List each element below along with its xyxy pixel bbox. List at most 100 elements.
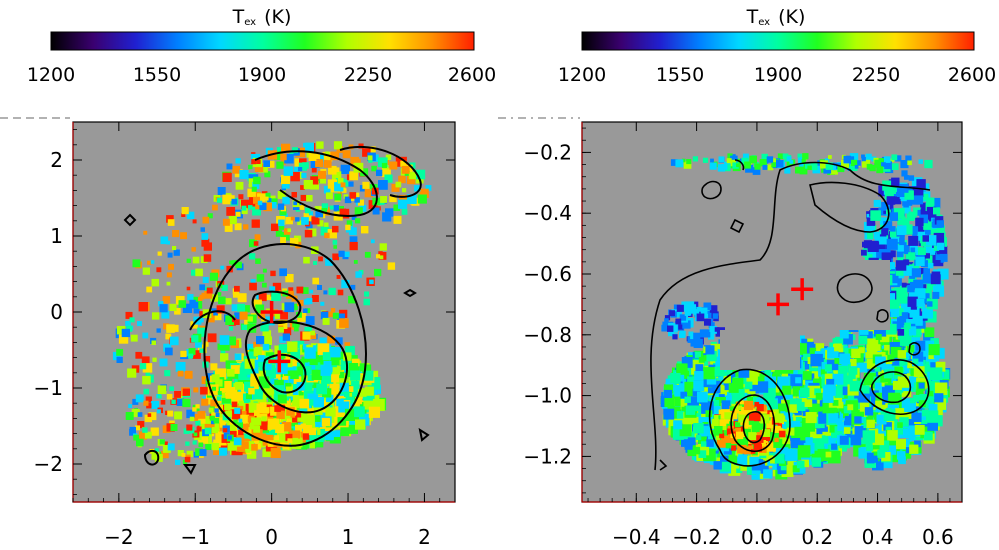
heatmap-cell: [249, 282, 257, 291]
heatmap-cell: [669, 310, 675, 317]
heatmap-cell: [764, 369, 772, 377]
heatmap-cell: [359, 204, 367, 212]
heatmap-cell: [721, 400, 731, 410]
heatmap-cell: [883, 409, 896, 421]
heatmap-cell: [756, 404, 764, 412]
heatmap-cell: [763, 392, 775, 404]
heatmap-cell: [664, 315, 671, 321]
heatmap-cell: [879, 373, 892, 385]
heatmap-cell: [151, 401, 159, 409]
heatmap-cell: [274, 405, 281, 412]
heatmap-cell: [274, 435, 280, 441]
heatmap-cell: [920, 202, 927, 210]
heatmap-cell: [348, 363, 359, 373]
heatmap-cell: [327, 335, 335, 344]
heatmap-cell: [936, 225, 945, 234]
heatmap-cell: [800, 167, 807, 174]
heatmap-cell: [253, 425, 261, 433]
heatmap-cell: [315, 419, 323, 428]
heatmap-cell: [679, 424, 692, 437]
plot-right-ticks: −0.4 −0.2 0.0 0.2 0.4 0.6−0.2−0.4−0.6−0.8−1.0…: [523, 122, 963, 549]
heatmap-cell: [801, 459, 809, 468]
colorbar-left-tick: 2600: [448, 64, 496, 86]
heatmap-cell: [726, 158, 732, 164]
heatmap-cell: [211, 427, 218, 434]
heatmap-cell: [814, 388, 822, 396]
heatmap-cell: [728, 382, 739, 393]
heatmap-cell: [824, 364, 833, 372]
heatmap-cell: [329, 205, 334, 210]
heatmap-cell: [770, 432, 780, 442]
heatmap-cell: [212, 204, 218, 211]
heatmap-cell: [875, 334, 882, 340]
contour-line: [203, 243, 367, 447]
heatmap-cell: [749, 456, 759, 467]
contour-line: [143, 449, 160, 466]
x-tick-label: −0.4: [612, 525, 661, 549]
heatmap-cell: [180, 350, 187, 358]
heatmap-cell: [295, 424, 303, 432]
heatmap-cell: [364, 188, 374, 198]
y-tick-label: −0.4: [523, 201, 572, 225]
heatmap-cell: [839, 435, 849, 445]
heatmap-cell: [372, 399, 385, 411]
heatmap-cell: [167, 410, 174, 417]
heatmap-cell: [275, 424, 285, 433]
heatmap-cell: [831, 363, 839, 371]
heatmap-cell: [749, 155, 757, 164]
heatmap-cell: [363, 370, 374, 381]
heatmap-cell: [809, 347, 817, 355]
y-tick-label: −1.2: [523, 444, 572, 468]
heatmap-cell: [251, 429, 263, 441]
heatmap-cell: [135, 425, 140, 431]
heatmap-cell: [906, 344, 915, 353]
heatmap-cell: [759, 440, 767, 447]
heatmap-cell: [920, 208, 928, 215]
heatmap-cell: [351, 380, 360, 390]
heatmap-cell: [329, 432, 341, 444]
heatmap-cell: [714, 415, 719, 420]
heatmap-cell: [340, 182, 346, 188]
heatmap-cell: [901, 170, 908, 177]
heatmap-cell: [303, 366, 312, 375]
heatmap-cell: [338, 250, 345, 257]
heatmap-cell: [857, 362, 868, 373]
heatmap-cell: [400, 160, 407, 167]
heatmap-cell: [341, 279, 350, 289]
heatmap-cell: [736, 163, 740, 168]
heatmap-cell: [676, 411, 685, 419]
heatmap-cell: [885, 183, 896, 194]
heatmap-cell: [849, 367, 858, 375]
heatmap-cell: [167, 219, 175, 226]
heatmap-cell: [195, 448, 203, 456]
heatmap-cell: [751, 412, 761, 422]
heatmap-cell: [925, 235, 937, 246]
masked-region: [800, 260, 890, 330]
heatmap-cell: [832, 400, 839, 406]
heatmap-cell: [871, 455, 879, 463]
heatmap-cell: [277, 191, 286, 199]
heatmap-cell: [867, 247, 879, 258]
heatmap-cell: [364, 386, 374, 396]
heatmap-cell: [254, 410, 260, 416]
heatmap-cell: [202, 277, 209, 283]
heatmap-cell: [909, 226, 919, 235]
heatmap-cell: [756, 428, 765, 437]
heatmap-cell: [233, 437, 242, 446]
heatmap-cell: [141, 356, 150, 365]
heatmap-cell: [214, 408, 219, 413]
heatmap-cell: [844, 416, 852, 423]
heatmap-cell: [751, 435, 762, 445]
heatmap-cell: [192, 407, 197, 412]
heatmap-cell: [321, 203, 328, 210]
colorbar-right-tick: 2250: [852, 64, 900, 86]
heatmap-cell: [772, 386, 780, 393]
heatmap-cell: [672, 334, 678, 340]
heatmap-cell: [886, 238, 898, 250]
y-tick-label: 2: [50, 148, 63, 172]
heatmap-cell: [301, 287, 309, 294]
heatmap-cell: [279, 268, 287, 277]
heatmap-cell: [888, 299, 899, 309]
heatmap-cell: [196, 426, 202, 432]
